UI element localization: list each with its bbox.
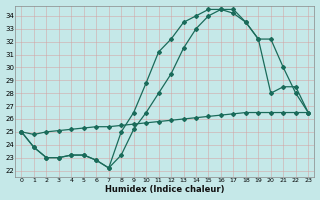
X-axis label: Humidex (Indice chaleur): Humidex (Indice chaleur) <box>105 185 225 194</box>
